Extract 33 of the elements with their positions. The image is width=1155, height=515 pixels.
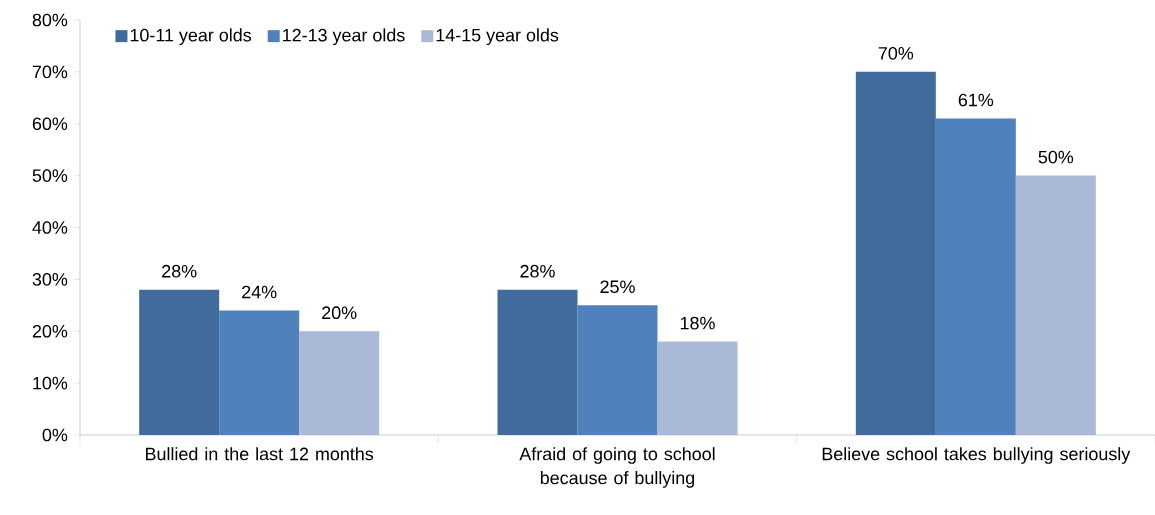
bar xyxy=(657,341,738,435)
bar xyxy=(299,331,380,435)
data-label: 18% xyxy=(680,316,715,330)
y-tick-label: 10% xyxy=(33,376,68,390)
y-tick-label: 80% xyxy=(32,13,68,27)
y-tick-label: 50% xyxy=(32,169,68,182)
y-tick-label: 30% xyxy=(32,273,68,286)
x-tick-label: Bullied in the last 12 months xyxy=(146,447,374,461)
data-label: 20% xyxy=(322,306,357,320)
bar xyxy=(497,289,578,435)
y-tick-label: 20% xyxy=(32,324,68,338)
data-label: 28% xyxy=(162,264,197,278)
data-label: 70% xyxy=(878,46,914,60)
data-label: 28% xyxy=(520,264,555,278)
y-tick-label: 40% xyxy=(32,221,68,234)
bar xyxy=(1015,175,1096,435)
x-tick-label: Afraid of going to school because of bullying xyxy=(519,447,715,488)
bar xyxy=(935,118,1016,435)
y-tick-label: 70% xyxy=(32,65,68,79)
bar xyxy=(219,310,300,435)
bar xyxy=(577,305,658,435)
bar xyxy=(855,71,936,435)
data-label: 50% xyxy=(1038,150,1074,164)
legend-label: 14-15 year olds xyxy=(436,28,559,46)
data-label: 24% xyxy=(242,285,277,299)
legend-label: 10-11 year olds xyxy=(130,28,252,46)
bar xyxy=(139,289,220,435)
data-label: 61% xyxy=(958,93,994,107)
y-tick-label: 60% xyxy=(32,117,68,131)
x-tick-label: Believe school takes bullying seriously xyxy=(822,447,1131,464)
legend-label: 12-13 year olds xyxy=(283,28,405,46)
data-label: 25% xyxy=(600,280,635,294)
y-tick-label: 0% xyxy=(42,428,68,442)
